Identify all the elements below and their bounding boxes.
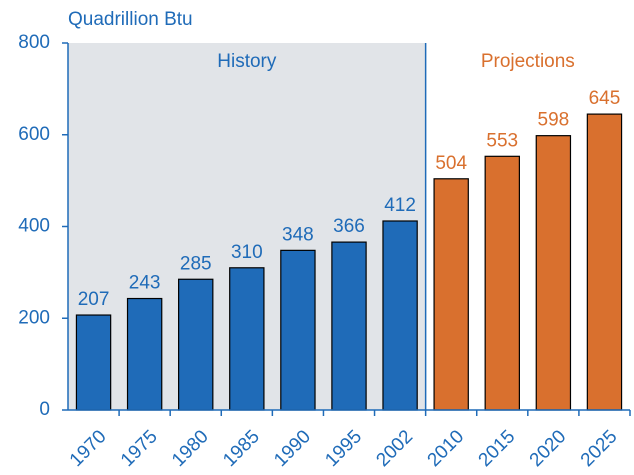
y-tick-label: 600	[18, 124, 50, 145]
x-tick-label: 2015	[475, 426, 520, 471]
y-tick-label: 0	[39, 399, 50, 420]
y-tick-label: 200	[18, 307, 50, 328]
value-label: 285	[180, 253, 212, 274]
bar	[433, 178, 469, 411]
x-tick-label: 1970	[66, 426, 111, 471]
bar	[75, 314, 112, 411]
value-label: 553	[486, 130, 518, 151]
value-label: 412	[384, 195, 416, 216]
bar	[280, 249, 316, 411]
value-label: 366	[333, 216, 365, 237]
value-label: 504	[435, 153, 467, 174]
y-tick-label: 400	[18, 216, 50, 237]
x-tick-label: 1995	[321, 426, 366, 471]
bar	[229, 267, 265, 411]
bar	[126, 297, 163, 411]
value-label: 243	[129, 273, 161, 294]
value-label: 207	[78, 289, 110, 310]
value-label: 598	[538, 110, 570, 131]
bar	[178, 278, 214, 411]
x-tick-label: 1990	[270, 426, 315, 471]
bar	[586, 113, 623, 411]
x-tick-label: 1985	[219, 426, 264, 471]
region-label: Projections	[481, 51, 575, 72]
x-tick-label: 2002	[372, 426, 417, 471]
value-label: 310	[231, 242, 263, 263]
bar	[382, 220, 418, 411]
x-tick-label: 1980	[168, 426, 213, 471]
value-label: 645	[589, 88, 621, 109]
bar	[484, 155, 520, 411]
y-axis-label: Quadrillion Btu	[68, 9, 193, 30]
x-tick-label: 2025	[577, 426, 622, 471]
x-tick-label: 1975	[117, 426, 162, 471]
x-tick-label: 2020	[526, 426, 571, 471]
y-tick-label: 800	[18, 32, 50, 53]
region-label: History	[217, 51, 277, 72]
value-label: 348	[282, 224, 314, 245]
bar	[535, 135, 572, 411]
x-tick-label: 2010	[424, 426, 469, 471]
bar	[331, 241, 367, 411]
